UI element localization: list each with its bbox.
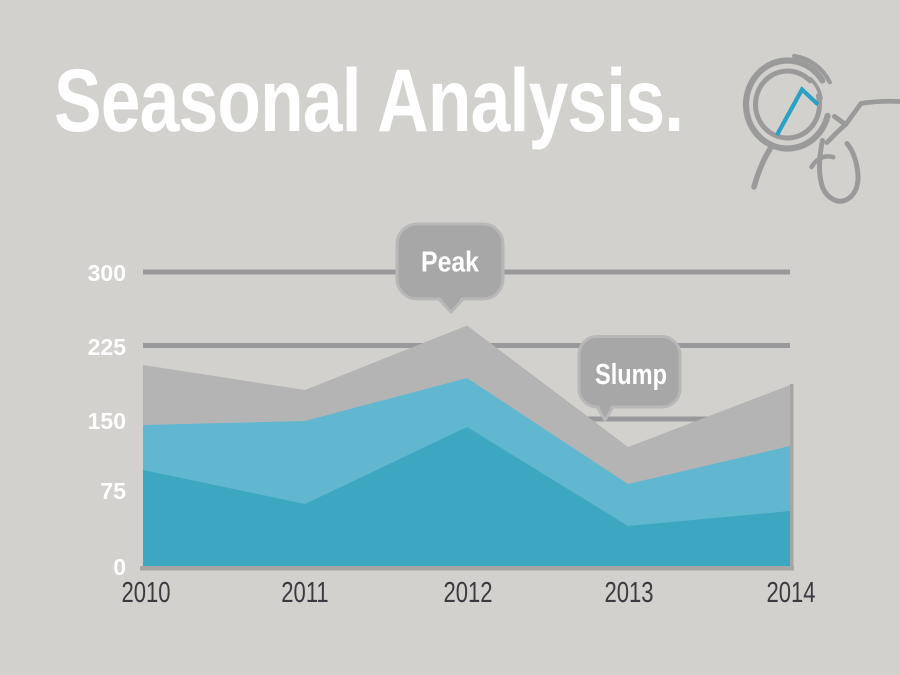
svg-text:Slump: Slump — [595, 359, 667, 391]
svg-text:Peak: Peak — [421, 247, 480, 279]
